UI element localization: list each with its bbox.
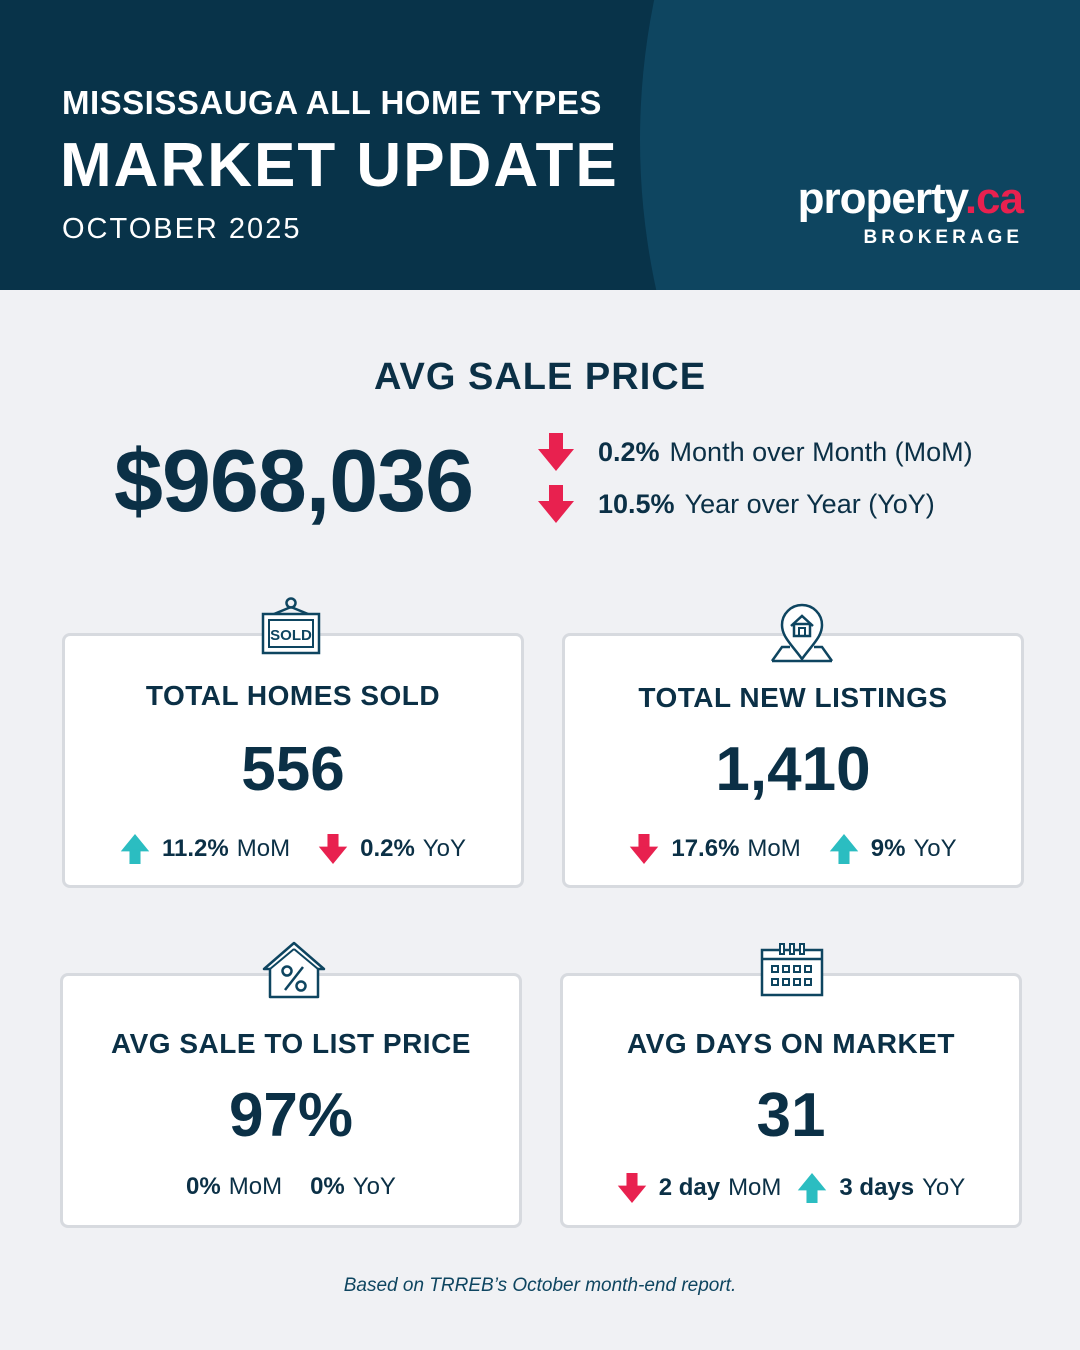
stat-label: MoM: [236, 835, 291, 862]
arrow-down-icon: [538, 433, 574, 471]
stat-label: MoM: [728, 1174, 782, 1201]
arrow-down-icon: [318, 834, 348, 864]
logo-wordmark: property.ca: [797, 174, 1024, 223]
header-title: MARKET UPDATE: [60, 131, 619, 200]
stat-yoy: 3 days YoY: [797, 1173, 965, 1203]
mom-label: Month over Month (MoM): [669, 436, 973, 467]
stat-value: 2 day: [658, 1174, 721, 1201]
stat-yoy: 0.2% YoY: [318, 834, 466, 864]
arrow-up-icon: [797, 1173, 827, 1203]
avg-sale-price-value: $968,036: [114, 431, 474, 530]
stat-value: 0%: [310, 1173, 345, 1200]
card-value: 1,410: [715, 735, 871, 804]
svg-text:SOLD: SOLD: [270, 627, 312, 644]
stat-mom: 11.2% MoM: [120, 834, 290, 864]
days-on-market-card: AVG DAYS ON MARKET 31 2 day MoM 3 days Y…: [560, 973, 1022, 1228]
header-arc-shape: [640, 0, 1080, 290]
stat-label: MoM: [228, 1173, 283, 1200]
card-value: 31: [756, 1081, 826, 1150]
header-banner: MISSISSAUGA ALL HOME TYPES MARKET UPDATE…: [0, 0, 1080, 290]
avg-sale-price-title: AVG SALE PRICE: [373, 356, 707, 398]
homes-sold-card: TOTAL HOMES SOLD 556 11.2% MoM 0.2% YoY: [62, 633, 524, 888]
card-title: AVG SALE TO LIST PRICE: [110, 1028, 471, 1059]
card-title: TOTAL HOMES SOLD: [145, 680, 441, 711]
card-title: AVG DAYS ON MARKET: [627, 1028, 955, 1059]
arrow-up-icon: [120, 834, 150, 864]
stat-value: 0.2%: [360, 835, 415, 862]
house-pin-icon: [770, 603, 834, 663]
stat-value: 9%: [870, 835, 906, 862]
sale-to-list-card: AVG SALE TO LIST PRICE 97% 0% MoM 0% YoY: [60, 973, 522, 1228]
stat-label: YoY: [352, 1173, 396, 1200]
avg-price-mom-change: 0.2% Month over Month (MoM): [538, 433, 973, 471]
card-title: TOTAL NEW LISTINGS: [638, 682, 948, 713]
header-subtitle: MISSISSAUGA ALL HOME TYPES: [62, 84, 602, 121]
stat-mom: 0% MoM: [186, 1173, 282, 1201]
stat-yoy: 0% YoY: [310, 1173, 396, 1201]
calendar-icon: [760, 943, 824, 997]
sold-sign-icon: SOLD: [261, 597, 321, 655]
brand-logo: property.ca BROKERAGE: [797, 174, 1024, 249]
stat-label: YoY: [913, 835, 957, 862]
arrow-up-icon: [829, 834, 859, 864]
house-percent-icon: [262, 941, 326, 999]
stat-label: MoM: [747, 835, 801, 862]
card-stats: 2 day MoM 3 days YoY: [563, 1173, 1019, 1203]
stat-value: 11.2%: [162, 835, 229, 862]
footnote-source: Based on TRREB’s October month-end repor…: [343, 1275, 737, 1296]
card-stats: 17.6% MoM 9% YoY: [565, 834, 1021, 864]
header-date: OCTOBER 2025: [62, 213, 302, 245]
arrow-down-icon: [617, 1173, 647, 1203]
stat-value: 17.6%: [671, 835, 740, 862]
avg-price-yoy-change: 10.5% Year over Year (YoY): [538, 485, 935, 523]
stat-label: YoY: [922, 1174, 966, 1201]
logo-brokerage: BROKERAGE: [863, 227, 1023, 248]
stat-label: YoY: [422, 835, 466, 862]
stat-mom: 2 day MoM: [617, 1173, 782, 1203]
yoy-percent: 10.5%: [598, 488, 675, 519]
yoy-label: Year over Year (YoY): [684, 488, 935, 519]
new-listings-card: TOTAL NEW LISTINGS 1,410 17.6% MoM 9% Yo…: [562, 633, 1024, 888]
stat-value: 3 days: [839, 1174, 915, 1201]
arrow-down-icon: [629, 834, 659, 864]
arrow-down-icon: [538, 485, 574, 523]
stat-mom: 17.6% MoM: [629, 834, 801, 864]
mom-percent: 0.2%: [598, 436, 660, 467]
card-stats: 11.2% MoM 0.2% YoY: [65, 834, 521, 864]
stat-value: 0%: [186, 1173, 221, 1200]
card-value: 97%: [228, 1081, 354, 1150]
card-stats: 0% MoM 0% YoY: [63, 1173, 519, 1201]
stat-yoy: 9% YoY: [829, 834, 957, 864]
card-value: 556: [241, 735, 345, 804]
